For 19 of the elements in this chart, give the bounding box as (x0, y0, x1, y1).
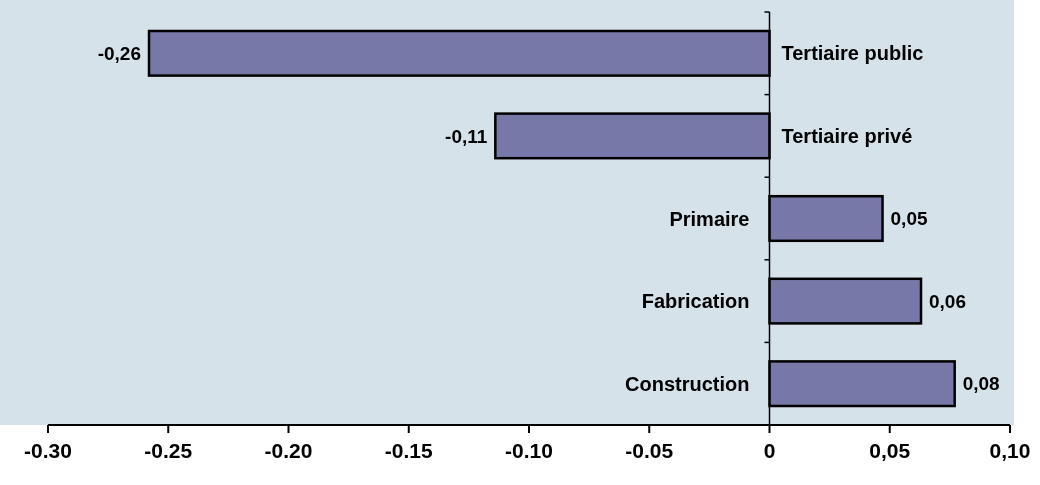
y-tick-label: Fabrication (641, 290, 750, 313)
x-tick-label: 0 (763, 439, 776, 462)
x-tick-label: -0.10 (505, 439, 553, 462)
x-tick-label: -0.20 (264, 439, 313, 462)
data-label: 0,06 (929, 290, 966, 312)
x-tick-label: -0.15 (384, 439, 433, 462)
x-tick-label: -0.25 (144, 439, 193, 462)
y-tick-label: Construction (625, 372, 750, 395)
data-label: 0,05 (890, 208, 928, 230)
y-tick-label: Tertiaire privé (781, 124, 913, 147)
x-tick-label: 0,10 (989, 439, 1031, 462)
y-tick-label: Primaire (669, 207, 750, 230)
y-tick-label: Tertiaire public (781, 42, 924, 65)
data-label: 0,08 (962, 373, 1000, 395)
x-tick-label: -0.05 (625, 439, 674, 462)
x-tick-label: 0,05 (869, 439, 911, 462)
data-label: -0,26 (97, 42, 142, 64)
x-tick-label: -0.30 (24, 439, 72, 462)
data-label: -0,11 (445, 125, 488, 147)
